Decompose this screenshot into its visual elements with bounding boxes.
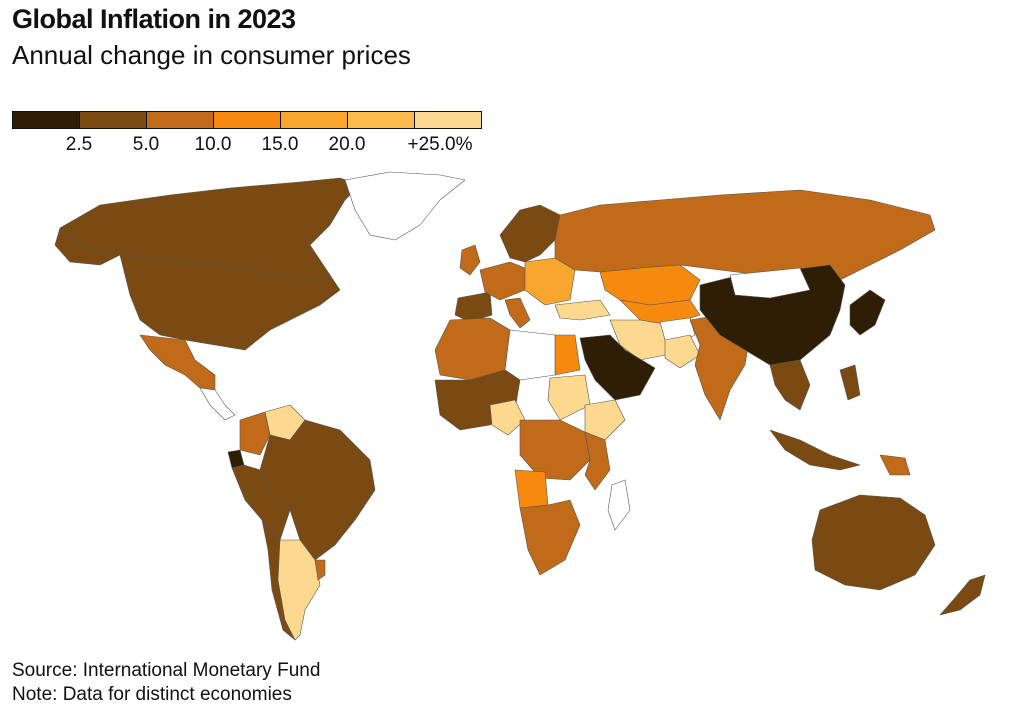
region-madagascar — [607, 479, 631, 531]
region-russia — [554, 189, 936, 281]
legend-swatch-7 — [415, 112, 481, 128]
legend-tick-2: 5.0 — [132, 134, 160, 155]
region-australia — [811, 494, 936, 591]
region-pakistan — [664, 334, 701, 369]
chart-subtitle: Annual change in consumer prices — [12, 40, 411, 70]
region-colombia — [239, 411, 271, 456]
region-kazakhstan — [599, 264, 701, 306]
legend-swatch-1 — [13, 112, 80, 128]
region-philippines — [839, 364, 861, 401]
region-uruguay — [314, 559, 326, 581]
color-legend — [12, 111, 482, 129]
region-scandinavia — [499, 204, 561, 263]
region-nigeria — [489, 399, 526, 436]
region-saudi-arabia — [579, 334, 656, 401]
region-papua — [879, 454, 911, 476]
chart-title: Global Inflation in 2023 — [12, 4, 296, 34]
legend-tick-3: 10.0 — [194, 134, 232, 155]
region-southeast-asia — [769, 359, 811, 411]
region-southern-africa — [519, 499, 581, 576]
region-indonesia — [769, 429, 861, 471]
region-north-africa-west — [434, 317, 511, 381]
region-sudan — [547, 374, 591, 421]
region-ethiopia — [584, 399, 626, 441]
region-angola — [514, 469, 549, 509]
region-italy — [504, 297, 531, 329]
legend-swatch-4 — [214, 112, 281, 128]
region-central-america — [199, 387, 236, 421]
region-libya — [504, 329, 556, 381]
legend-swatch-2 — [80, 112, 147, 128]
region-iberia — [454, 291, 493, 323]
legend-swatch-6 — [348, 112, 415, 128]
legend-tick-5: 20.0 — [328, 134, 366, 155]
region-uk — [459, 244, 481, 276]
region-turkey — [554, 299, 611, 321]
region-east-africa — [584, 431, 611, 491]
region-mongolia — [729, 267, 811, 299]
legend-tick-4: 15.0 — [261, 134, 299, 155]
region-usa — [119, 254, 341, 351]
legend-swatch-3 — [147, 112, 214, 128]
region-greenland — [344, 171, 466, 241]
region-new-zealand — [939, 574, 986, 616]
region-alaska — [54, 227, 121, 266]
world-map — [54, 171, 986, 641]
region-peru-bolivia — [231, 464, 291, 541]
region-korea-japan — [849, 289, 886, 336]
region-central-africa — [519, 419, 591, 481]
legend-swatch-5 — [281, 112, 348, 128]
legend-tick-1: 2.5 — [65, 134, 93, 155]
legend-tick-6: +25.0% — [407, 134, 473, 155]
data-note: Note: Data for distinct economies — [12, 684, 292, 705]
region-egypt — [554, 334, 581, 376]
source-note: Source: International Monetary Fund — [12, 660, 321, 681]
region-argentina — [277, 539, 321, 641]
